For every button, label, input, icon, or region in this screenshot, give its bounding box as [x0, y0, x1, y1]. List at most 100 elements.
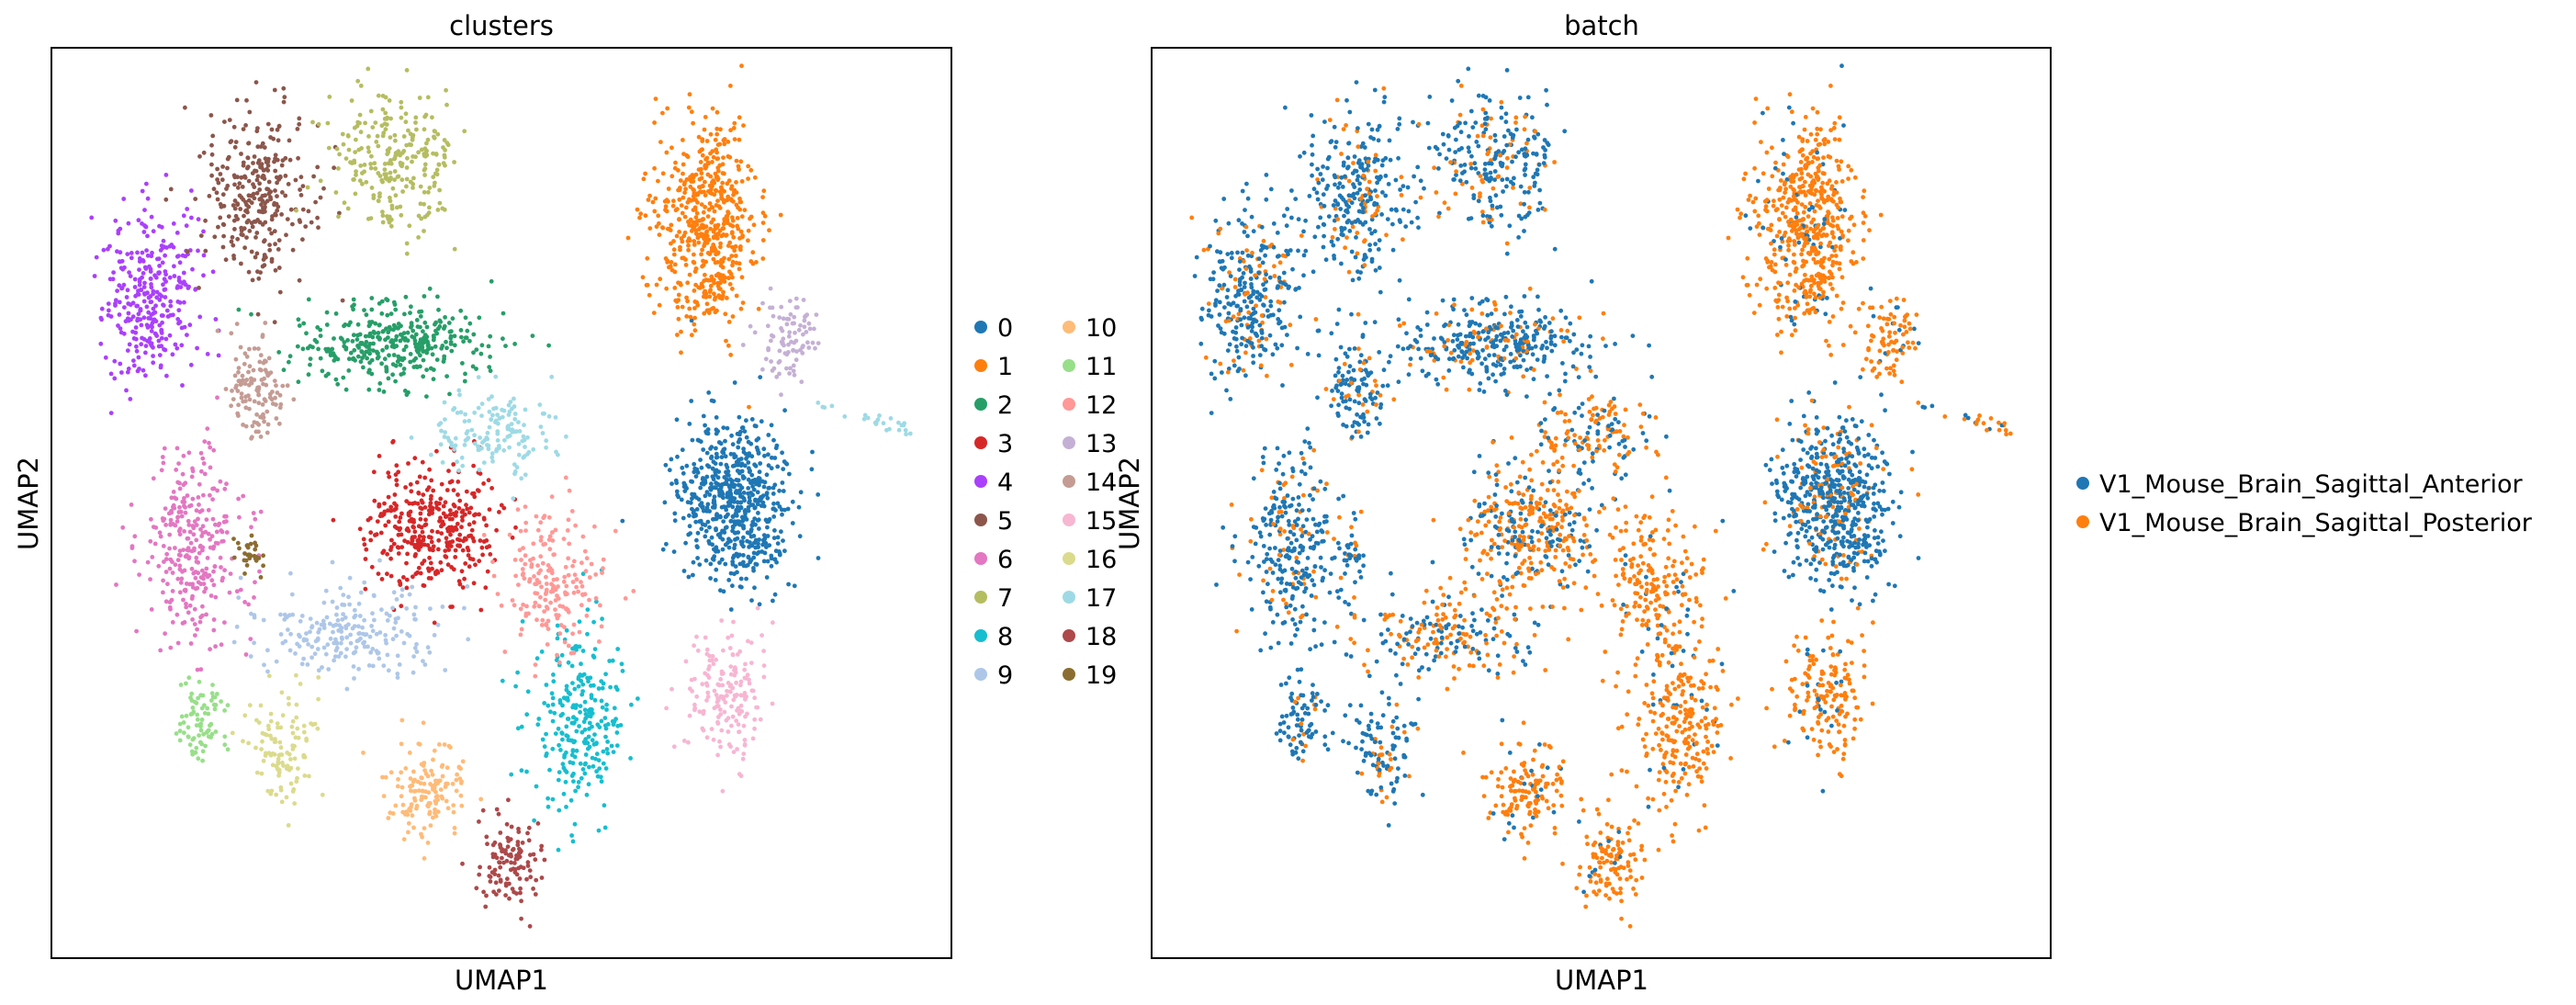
cluster-point — [714, 224, 719, 230]
cluster-point — [411, 654, 416, 659]
cluster-point — [533, 892, 538, 897]
cluster-point — [421, 329, 425, 334]
cluster-point — [669, 457, 674, 462]
cluster-point — [769, 556, 774, 561]
cluster-point — [248, 553, 253, 559]
cluster-point — [508, 400, 513, 404]
cluster-point — [394, 463, 399, 469]
cluster-point — [438, 559, 444, 565]
cluster-point — [431, 337, 436, 343]
cluster-point — [218, 479, 223, 484]
cluster-point — [477, 872, 482, 877]
batch-point — [1857, 469, 1862, 475]
cluster-point — [406, 511, 411, 515]
cluster-point — [462, 378, 467, 384]
legend-label-6: 6 — [997, 546, 1013, 574]
cluster-point — [444, 102, 449, 107]
cluster-point — [288, 570, 293, 576]
cluster-point — [113, 218, 118, 223]
cluster-point — [401, 367, 407, 371]
cluster-point — [352, 347, 357, 353]
cluster-point — [204, 730, 209, 735]
cluster-point — [159, 468, 164, 473]
cluster-point — [195, 712, 200, 717]
cluster-point — [297, 323, 302, 328]
cluster-point — [422, 201, 426, 207]
cluster-point — [268, 752, 274, 758]
cluster-point — [417, 534, 422, 539]
cluster-point — [553, 607, 557, 612]
cluster-point — [318, 178, 323, 184]
cluster-point — [296, 155, 300, 161]
cluster-point — [422, 505, 428, 510]
cluster-point — [765, 495, 771, 501]
cluster-point — [467, 564, 472, 570]
cluster-point — [383, 110, 388, 116]
cluster-point — [423, 517, 428, 523]
cluster-point — [467, 338, 472, 344]
cluster-point — [709, 191, 714, 197]
cluster-point — [234, 383, 239, 389]
cluster-point — [289, 592, 295, 597]
cluster-point — [741, 553, 746, 558]
cluster-point — [510, 427, 515, 433]
cluster-point — [265, 422, 271, 427]
cluster-point — [772, 528, 777, 533]
cluster-point — [151, 317, 156, 322]
cluster-point — [199, 508, 205, 513]
cluster-point — [141, 367, 146, 373]
cluster-point — [714, 704, 719, 709]
cluster-point — [443, 548, 448, 553]
cluster-point — [414, 480, 420, 485]
cluster-point — [752, 330, 758, 335]
cluster-point — [440, 344, 445, 348]
cluster-point — [352, 607, 357, 613]
cluster-point — [423, 522, 429, 527]
cluster-point — [202, 471, 208, 477]
cluster-point — [712, 688, 717, 694]
cluster-point — [280, 640, 286, 646]
cluster-point — [544, 582, 549, 586]
cluster-point — [439, 428, 444, 434]
cluster-point — [188, 362, 194, 367]
cluster-point — [749, 417, 755, 422]
cluster-point — [562, 574, 568, 580]
cluster-point — [730, 495, 736, 501]
cluster-point — [295, 344, 300, 349]
cluster-point — [399, 629, 404, 634]
cluster-point — [601, 557, 606, 562]
cluster-point — [700, 264, 704, 269]
cluster-point — [683, 186, 688, 192]
cluster-point — [422, 826, 427, 830]
cluster-point — [696, 285, 701, 290]
cluster-point — [386, 816, 391, 820]
legend-label-15: 15 — [1086, 507, 1117, 536]
cluster-point — [718, 244, 723, 250]
cluster-point — [427, 286, 433, 291]
cluster-point — [390, 372, 395, 378]
cluster-point — [151, 344, 155, 350]
cluster-point — [454, 788, 459, 794]
cluster-point — [353, 613, 358, 618]
cluster-point — [388, 223, 394, 229]
cluster-point — [576, 780, 581, 785]
cluster-point — [718, 461, 724, 467]
cluster-point — [422, 662, 428, 667]
cluster-point — [516, 582, 521, 587]
cluster-point — [577, 619, 582, 625]
cluster-point — [196, 217, 201, 222]
cluster-point — [376, 93, 381, 98]
cluster-point — [189, 566, 195, 571]
cluster-point — [305, 185, 310, 190]
cluster-point — [189, 596, 195, 601]
cluster-point — [793, 330, 797, 335]
cluster-point — [408, 352, 413, 356]
cluster-point — [255, 311, 261, 317]
cluster-point — [177, 480, 182, 486]
cluster-point — [463, 412, 467, 417]
cluster-point — [571, 590, 577, 595]
cluster-point — [401, 371, 406, 376]
cluster-point — [382, 172, 388, 177]
cluster-point — [239, 381, 244, 387]
